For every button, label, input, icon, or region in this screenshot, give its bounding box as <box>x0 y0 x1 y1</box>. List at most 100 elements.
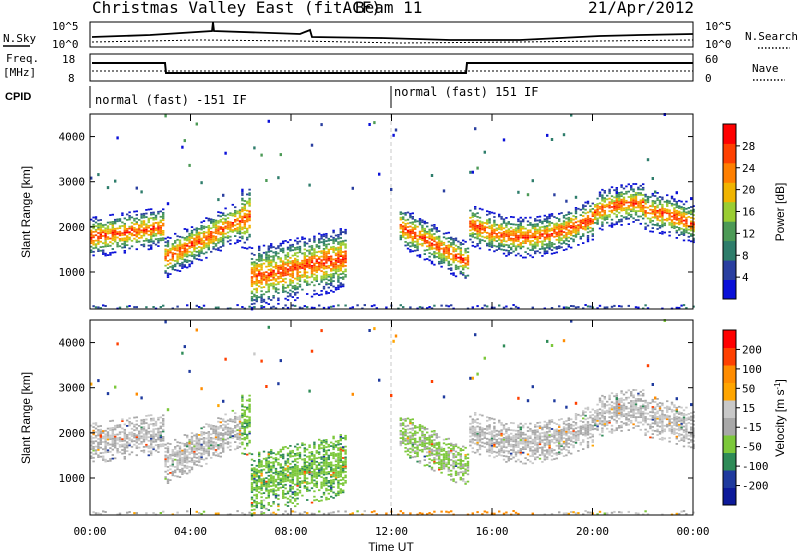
velocity-cell <box>260 489 263 491</box>
power-cell <box>123 246 126 249</box>
power-cell <box>243 209 246 211</box>
velocity-cell <box>229 436 232 439</box>
power-cell <box>296 248 299 251</box>
power-cell <box>450 245 453 248</box>
velocity-cell <box>277 462 280 464</box>
power-cell <box>476 234 479 236</box>
power-cell <box>399 234 402 237</box>
power-cell <box>135 306 138 309</box>
power-cell <box>654 216 657 219</box>
velocity-cell <box>296 470 299 473</box>
power-cell <box>541 255 544 257</box>
power-cell <box>678 306 681 309</box>
power-cell <box>414 235 417 238</box>
power-cell <box>601 217 604 220</box>
velocity-cell <box>181 473 184 475</box>
power-cell <box>267 256 270 259</box>
velocity-cell <box>267 494 270 497</box>
power-cell <box>639 192 642 194</box>
power-cell <box>291 249 294 252</box>
power-cell <box>426 307 429 310</box>
power-cell <box>171 243 174 245</box>
power-cell <box>594 214 597 217</box>
power-cell <box>217 232 220 235</box>
power-cell <box>505 217 508 219</box>
power-cell <box>534 230 537 233</box>
power-cell <box>174 232 177 235</box>
freq-tick-high: 18 <box>62 53 75 66</box>
power-cell <box>522 227 525 230</box>
power-cell <box>454 266 458 269</box>
power-cell <box>303 268 306 271</box>
velocity-cell <box>135 420 138 422</box>
power-cell <box>322 285 326 288</box>
power-cell <box>186 266 189 269</box>
velocity-cell <box>150 434 153 436</box>
velocity-cell <box>241 412 244 415</box>
power-cell <box>272 269 275 272</box>
power-cell <box>500 228 503 231</box>
velocity-cell <box>121 452 124 455</box>
velocity-cell <box>123 432 126 435</box>
power-cell <box>421 237 424 240</box>
power-cell <box>618 202 621 205</box>
power-cell <box>133 230 136 233</box>
velocity-cell <box>97 429 100 431</box>
velocity-cell <box>277 458 280 461</box>
power-cell <box>306 262 309 265</box>
power-cell <box>286 259 290 262</box>
power-cell <box>486 235 489 238</box>
power-cell <box>222 243 225 245</box>
power-cell <box>306 266 309 268</box>
power-cell <box>262 279 266 281</box>
velocity-cell <box>116 442 119 445</box>
power-cell <box>178 246 182 249</box>
velocity-cell <box>325 478 328 481</box>
power-cell <box>670 222 674 225</box>
velocity-cell <box>106 449 110 452</box>
velocity-cell <box>219 425 222 427</box>
power-cell <box>416 243 419 246</box>
velocity-cell <box>166 466 170 468</box>
power-cell <box>210 250 213 253</box>
velocity-cell <box>166 455 170 457</box>
power-cell <box>483 304 486 307</box>
power-cell <box>637 202 640 205</box>
velocity-cell <box>109 459 112 462</box>
power-cell <box>630 204 633 207</box>
velocity-cell <box>289 488 292 491</box>
power-cell <box>414 226 417 229</box>
power-cell <box>135 232 138 234</box>
velocity-cell <box>97 425 100 428</box>
power-cell <box>130 232 134 235</box>
power-cell <box>236 304 239 307</box>
velocity-cell <box>282 489 285 492</box>
velocity-cell <box>176 452 179 454</box>
velocity-cell <box>157 451 160 453</box>
power-cell <box>286 306 290 309</box>
velocity-cell <box>315 468 318 470</box>
power-cell <box>596 214 599 216</box>
power-cell <box>142 222 146 224</box>
velocity-cell <box>313 454 316 456</box>
velocity-cell <box>241 416 244 419</box>
power-cell <box>109 221 112 224</box>
power-cell <box>265 260 268 263</box>
power-cell <box>514 240 518 242</box>
velocity-cell <box>294 445 297 448</box>
nave-tick-high: 60 <box>705 53 718 66</box>
power-cell <box>265 251 268 254</box>
velocity-cell <box>130 451 134 454</box>
power-cell <box>519 233 522 235</box>
power-cell <box>248 192 251 195</box>
power-cell <box>106 227 110 229</box>
power-cell <box>572 235 575 237</box>
power-cell <box>577 220 580 223</box>
power-cell <box>524 240 527 243</box>
power-cell <box>507 221 510 223</box>
power-cell <box>188 245 191 248</box>
power-cell <box>615 206 618 209</box>
power-cell <box>214 248 218 251</box>
power-cell <box>642 212 645 214</box>
velocity-cell <box>286 476 290 478</box>
